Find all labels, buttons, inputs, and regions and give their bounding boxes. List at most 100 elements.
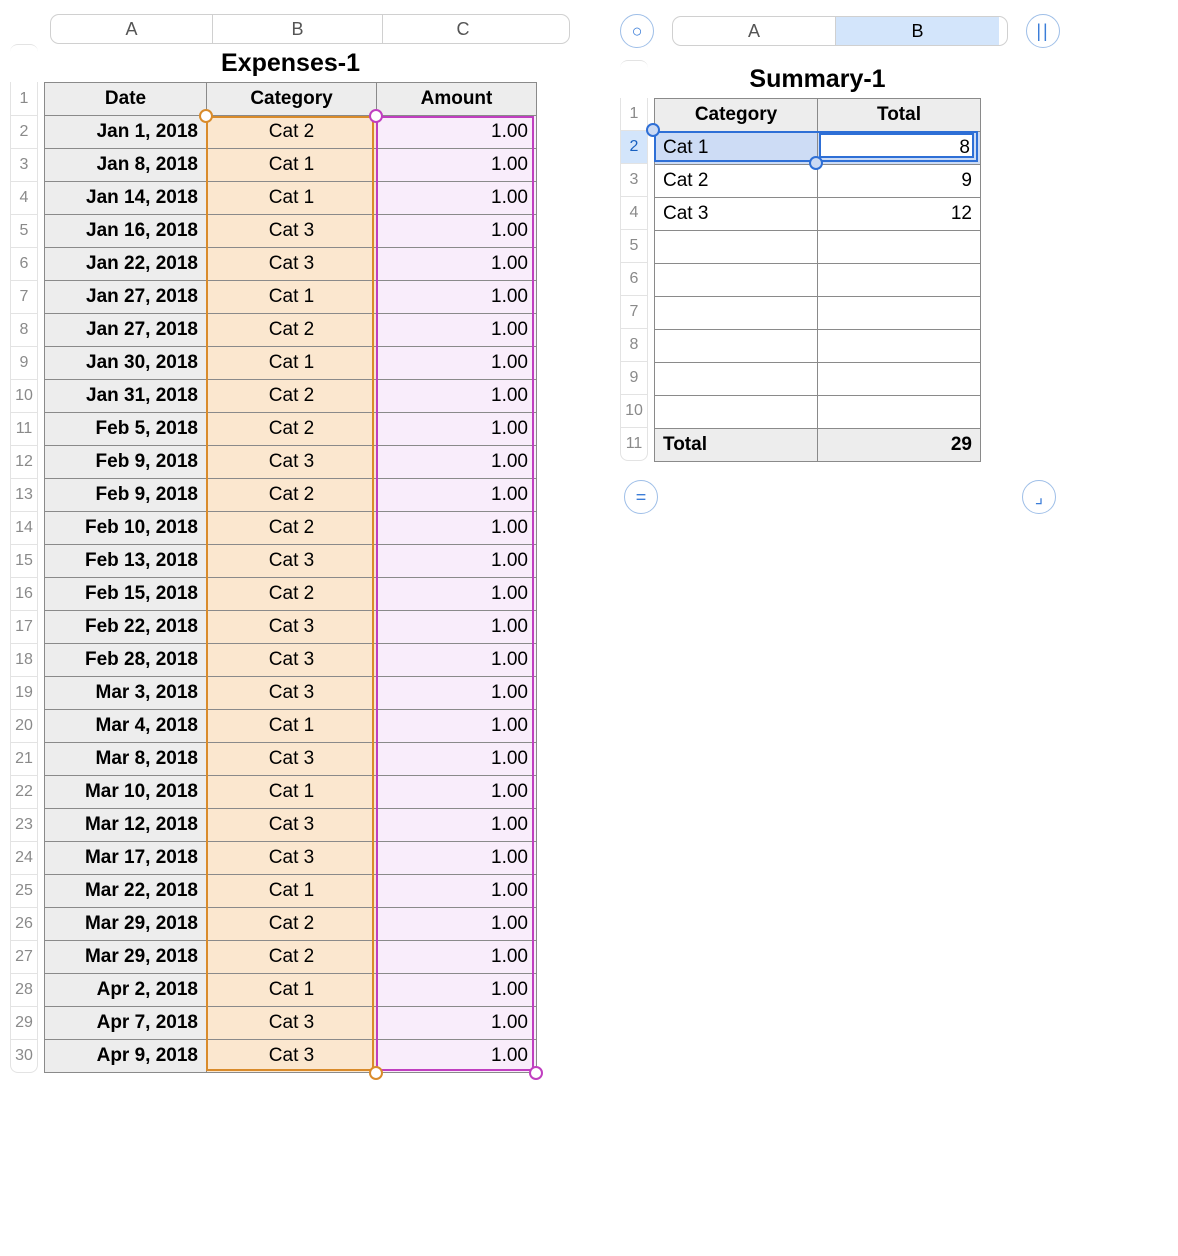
row-number[interactable]: 28 (10, 974, 38, 1007)
cell-date[interactable]: Mar 29, 2018 (45, 908, 207, 941)
row-number[interactable]: 27 (10, 941, 38, 974)
table-row[interactable] (655, 330, 981, 363)
cell-category[interactable]: Cat 3 (207, 677, 377, 710)
cell-amount[interactable]: 1.00 (377, 380, 537, 413)
cell-date[interactable]: Jan 8, 2018 (45, 149, 207, 182)
cell-amount[interactable]: 1.00 (377, 974, 537, 1007)
cell-category[interactable]: Cat 3 (207, 611, 377, 644)
row-number[interactable]: 12 (10, 446, 38, 479)
row-number[interactable]: 30 (10, 1040, 38, 1073)
cell-category[interactable]: Cat 2 (207, 479, 377, 512)
cell-amount[interactable]: 1.00 (377, 446, 537, 479)
cell-amount[interactable]: 1.00 (377, 743, 537, 776)
table-row[interactable]: Mar 29, 2018Cat 21.00 (45, 908, 537, 941)
cell-amount[interactable]: 1.00 (377, 215, 537, 248)
cell-amount[interactable]: 1.00 (377, 875, 537, 908)
columns-icon[interactable]: || (1026, 14, 1060, 48)
circle-icon[interactable]: ○ (620, 14, 654, 48)
cell-amount[interactable]: 1.00 (377, 677, 537, 710)
row-number[interactable]: 11 (10, 413, 38, 446)
cell-date[interactable]: Feb 13, 2018 (45, 545, 207, 578)
cell-category[interactable]: Cat 1 (207, 710, 377, 743)
cell-amount[interactable]: 1.00 (377, 611, 537, 644)
cell-category[interactable] (655, 231, 818, 264)
row-number[interactable]: 26 (10, 908, 38, 941)
table-row[interactable]: Jan 27, 2018Cat 21.00 (45, 314, 537, 347)
table-row[interactable]: Mar 8, 2018Cat 31.00 (45, 743, 537, 776)
summary-header-total[interactable]: Total (818, 99, 981, 132)
cell-date[interactable]: Mar 29, 2018 (45, 941, 207, 974)
cell-date[interactable]: Apr 2, 2018 (45, 974, 207, 1007)
cell-category[interactable]: Cat 3 (207, 1040, 377, 1073)
cell-date[interactable]: Feb 5, 2018 (45, 413, 207, 446)
table-row[interactable]: Feb 22, 2018Cat 31.00 (45, 611, 537, 644)
cell-amount[interactable]: 1.00 (377, 512, 537, 545)
cell-amount[interactable]: 1.00 (377, 578, 537, 611)
cell-category[interactable]: Cat 2 (207, 512, 377, 545)
row-number[interactable]: 5 (10, 215, 38, 248)
cell-category[interactable] (655, 363, 818, 396)
cell-category[interactable] (655, 330, 818, 363)
cell-category[interactable]: Cat 1 (655, 132, 818, 165)
cell-total[interactable] (818, 231, 981, 264)
table-row[interactable]: Mar 3, 2018Cat 31.00 (45, 677, 537, 710)
cell-category[interactable]: Cat 2 (207, 941, 377, 974)
cell-date[interactable]: Jan 27, 2018 (45, 281, 207, 314)
row-number[interactable]: 24 (10, 842, 38, 875)
row-number[interactable]: 9 (10, 347, 38, 380)
row-number[interactable]: 5 (620, 230, 648, 263)
cell-total[interactable] (818, 297, 981, 330)
table-row[interactable]: Mar 10, 2018Cat 11.00 (45, 776, 537, 809)
cell-category[interactable]: Cat 1 (207, 875, 377, 908)
cell-category[interactable]: Cat 3 (655, 198, 818, 231)
cell-date[interactable]: Feb 9, 2018 (45, 479, 207, 512)
summary-footer-label[interactable]: Total (655, 429, 818, 462)
column-tab-B[interactable]: B (836, 17, 999, 45)
cell-date[interactable]: Jan 14, 2018 (45, 182, 207, 215)
expenses-header-amount[interactable]: Amount (377, 83, 537, 116)
table-row[interactable]: Jan 22, 2018Cat 31.00 (45, 248, 537, 281)
table-row[interactable]: Cat 312 (655, 198, 981, 231)
row-number[interactable]: 1 (10, 82, 38, 116)
cell-date[interactable]: Mar 4, 2018 (45, 710, 207, 743)
cell-amount[interactable]: 1.00 (377, 1040, 537, 1073)
cell-category[interactable]: Cat 2 (207, 413, 377, 446)
table-row[interactable]: Jan 16, 2018Cat 31.00 (45, 215, 537, 248)
table-row[interactable]: Jan 8, 2018Cat 11.00 (45, 149, 537, 182)
cell-date[interactable]: Apr 7, 2018 (45, 1007, 207, 1040)
table-row[interactable]: Apr 7, 2018Cat 31.00 (45, 1007, 537, 1040)
cell-date[interactable]: Feb 9, 2018 (45, 446, 207, 479)
cell-category[interactable]: Cat 1 (207, 776, 377, 809)
expenses-table[interactable]: Date Category Amount Jan 1, 2018Cat 21.0… (44, 82, 537, 1073)
cell-amount[interactable]: 1.00 (377, 1007, 537, 1040)
cell-category[interactable]: Cat 3 (207, 809, 377, 842)
row-number[interactable]: 13 (10, 479, 38, 512)
cell-date[interactable]: Jan 1, 2018 (45, 116, 207, 149)
row-number[interactable]: 1 (620, 98, 648, 131)
row-number[interactable]: 6 (10, 248, 38, 281)
cell-category[interactable]: Cat 3 (207, 545, 377, 578)
table-row[interactable]: Mar 29, 2018Cat 21.00 (45, 941, 537, 974)
summary-header-category[interactable]: Category (655, 99, 818, 132)
expenses-header-category[interactable]: Category (207, 83, 377, 116)
cell-date[interactable]: Apr 9, 2018 (45, 1040, 207, 1073)
cell-date[interactable]: Feb 10, 2018 (45, 512, 207, 545)
column-tab-A[interactable]: A (673, 17, 836, 45)
row-number[interactable]: 29 (10, 1007, 38, 1040)
row-number[interactable]: 8 (10, 314, 38, 347)
row-number[interactable]: 10 (10, 380, 38, 413)
cell-amount[interactable]: 1.00 (377, 776, 537, 809)
cell-total[interactable]: 9 (818, 165, 981, 198)
row-number[interactable]: 15 (10, 545, 38, 578)
table-row[interactable]: Mar 12, 2018Cat 31.00 (45, 809, 537, 842)
cell-date[interactable]: Mar 10, 2018 (45, 776, 207, 809)
table-row[interactable]: Feb 13, 2018Cat 31.00 (45, 545, 537, 578)
cell-category[interactable]: Cat 1 (207, 974, 377, 1007)
cell-category[interactable]: Cat 3 (207, 1007, 377, 1040)
cell-amount[interactable]: 1.00 (377, 908, 537, 941)
cell-category[interactable]: Cat 3 (207, 644, 377, 677)
cell-amount[interactable]: 1.00 (377, 710, 537, 743)
cell-amount[interactable]: 1.00 (377, 941, 537, 974)
cell-category[interactable]: Cat 2 (207, 578, 377, 611)
summary-footer-value[interactable]: 29 (818, 429, 981, 462)
